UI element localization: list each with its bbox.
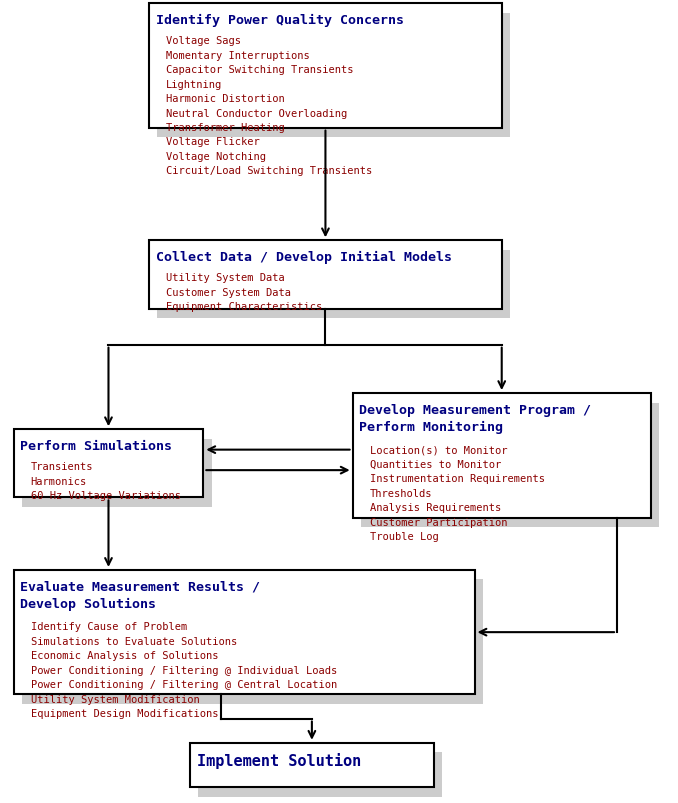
Text: 60 Hz Voltage Variations: 60 Hz Voltage Variations xyxy=(31,491,180,500)
Text: Voltage Sags: Voltage Sags xyxy=(166,36,241,46)
Text: Power Conditioning / Filtering @ Central Location: Power Conditioning / Filtering @ Central… xyxy=(31,679,337,689)
Text: Location(s) to Monitor: Location(s) to Monitor xyxy=(370,445,507,454)
FancyBboxPatch shape xyxy=(149,4,502,128)
Text: Voltage Flicker: Voltage Flicker xyxy=(166,137,260,147)
Text: Develop Measurement Program /: Develop Measurement Program / xyxy=(359,403,591,416)
Text: Analysis Requirements: Analysis Requirements xyxy=(370,503,501,512)
Text: Voltage Notching: Voltage Notching xyxy=(166,152,266,161)
Text: Momentary Interruptions: Momentary Interruptions xyxy=(166,51,310,60)
Text: Identify Cause of Problem: Identify Cause of Problem xyxy=(31,622,186,631)
Text: Power Conditioning / Filtering @ Individual Loads: Power Conditioning / Filtering @ Individ… xyxy=(31,665,337,675)
FancyBboxPatch shape xyxy=(157,14,510,138)
Text: Identify Power Quality Concerns: Identify Power Quality Concerns xyxy=(156,14,404,26)
Text: Instrumentation Requirements: Instrumentation Requirements xyxy=(370,474,544,483)
Text: Transients: Transients xyxy=(31,462,93,471)
Text: Trouble Log: Trouble Log xyxy=(370,532,438,541)
Text: Customer System Data: Customer System Data xyxy=(166,287,291,297)
Text: Develop Solutions: Develop Solutions xyxy=(20,597,157,610)
Text: Quantities to Monitor: Quantities to Monitor xyxy=(370,459,501,469)
Text: Thresholds: Thresholds xyxy=(370,488,432,498)
Text: Implement Solution: Implement Solution xyxy=(197,752,361,768)
FancyBboxPatch shape xyxy=(149,241,502,309)
Text: Equipment Characteristics: Equipment Characteristics xyxy=(166,302,322,312)
FancyBboxPatch shape xyxy=(361,403,659,528)
FancyBboxPatch shape xyxy=(14,430,203,498)
Text: Equipment Design Modifications: Equipment Design Modifications xyxy=(31,708,218,718)
FancyBboxPatch shape xyxy=(157,251,510,319)
Text: Lightning: Lightning xyxy=(166,79,222,89)
Text: Neutral Conductor Overloading: Neutral Conductor Overloading xyxy=(166,108,347,118)
Text: Economic Analysis of Solutions: Economic Analysis of Solutions xyxy=(31,650,218,660)
Text: Capacitor Switching Transients: Capacitor Switching Transients xyxy=(166,65,354,75)
Text: Harmonic Distortion: Harmonic Distortion xyxy=(166,94,285,104)
Text: Perform Simulations: Perform Simulations xyxy=(20,439,172,452)
Text: Transformer Heating: Transformer Heating xyxy=(166,123,285,132)
Text: Simulations to Evaluate Solutions: Simulations to Evaluate Solutions xyxy=(31,636,237,646)
Text: Utility System Modification: Utility System Modification xyxy=(31,694,199,703)
Text: Harmonics: Harmonics xyxy=(31,476,87,486)
FancyBboxPatch shape xyxy=(190,743,434,787)
Text: Collect Data / Develop Initial Models: Collect Data / Develop Initial Models xyxy=(156,251,452,263)
Text: Evaluate Measurement Results /: Evaluate Measurement Results / xyxy=(20,580,260,593)
Text: Perform Monitoring: Perform Monitoring xyxy=(359,421,503,434)
Text: Circuit/Load Switching Transients: Circuit/Load Switching Transients xyxy=(166,166,372,176)
FancyBboxPatch shape xyxy=(353,393,651,518)
FancyBboxPatch shape xyxy=(198,752,442,797)
Text: Utility System Data: Utility System Data xyxy=(166,273,285,283)
FancyBboxPatch shape xyxy=(22,439,212,507)
FancyBboxPatch shape xyxy=(14,570,475,695)
FancyBboxPatch shape xyxy=(22,580,483,704)
Text: Customer Participation: Customer Participation xyxy=(370,517,507,527)
